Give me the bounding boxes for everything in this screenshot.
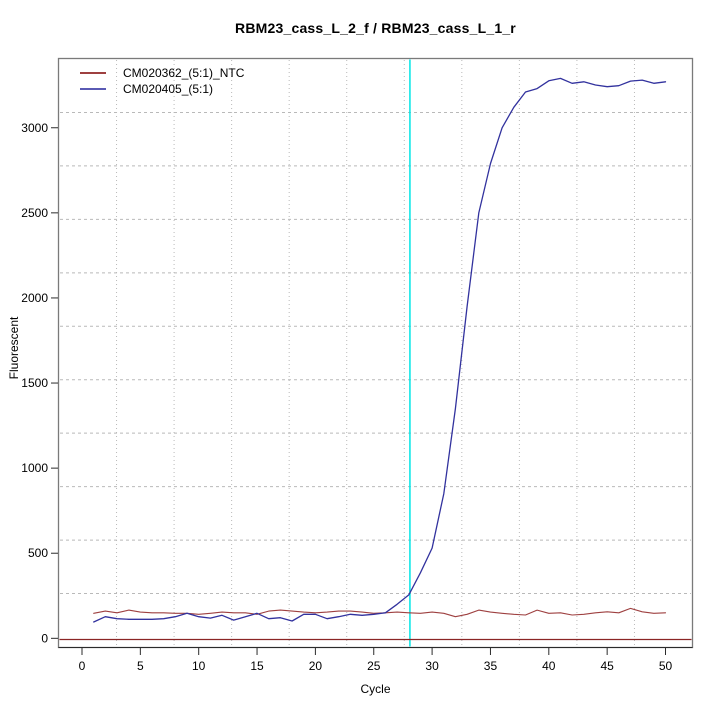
series-curve-cm020405-5-1- xyxy=(93,77,667,623)
y-tick-label: 1500 xyxy=(21,376,48,390)
x-tick-label: 15 xyxy=(250,659,264,673)
x-tick-label: 40 xyxy=(542,659,556,673)
x-tick-label: 10 xyxy=(192,659,206,673)
plot-box xyxy=(57,57,694,649)
chart-title: RBM23_cass_L_2_f / RBM23_cass_L_1_r xyxy=(235,20,516,36)
x-tick-label: 45 xyxy=(600,659,614,673)
legend-item-sample: CM020405_(5:1) xyxy=(80,82,244,96)
x-tick-label: 50 xyxy=(659,659,673,673)
legend-label: CM020362_(5:1)_NTC xyxy=(123,66,245,80)
y-tick-label: 500 xyxy=(28,546,48,560)
y-tick-label: 3000 xyxy=(21,121,48,135)
x-tick-label: 5 xyxy=(137,659,144,673)
x-tick-label: 0 xyxy=(79,659,86,673)
legend-line-icon xyxy=(80,88,106,90)
legend-item-ntc: CM020362_(5:1)_NTC xyxy=(80,66,244,80)
y-tick-label: 0 xyxy=(41,631,48,645)
x-tick-label: 20 xyxy=(309,659,323,673)
y-tick-label: 1000 xyxy=(21,461,48,475)
x-tick-label: 30 xyxy=(425,659,439,673)
y-axis-title: Fluorescent xyxy=(7,316,21,380)
y-tick-label: 2500 xyxy=(21,206,48,220)
x-axis-title: Cycle xyxy=(360,682,391,696)
y-tick-label: 2000 xyxy=(21,291,48,305)
legend-line-icon xyxy=(80,72,106,74)
legend-label: CM020405_(5:1) xyxy=(123,82,214,96)
x-tick-label: 35 xyxy=(484,659,498,673)
legend: CM020362_(5:1)_NTC CM020405_(5:1) xyxy=(80,66,244,96)
x-tick-label: 25 xyxy=(367,659,381,673)
